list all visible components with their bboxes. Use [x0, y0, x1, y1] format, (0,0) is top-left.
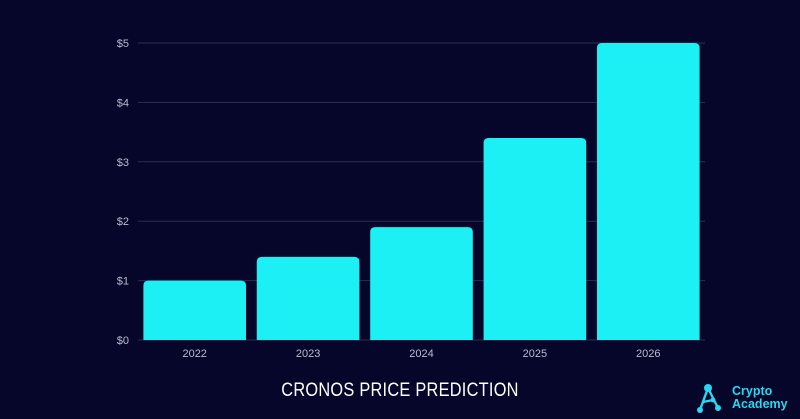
bar-2023: [256, 256, 360, 340]
network-a-icon: [697, 384, 721, 413]
y-tick-label: $2: [117, 216, 129, 228]
x-tick-label: 2022: [182, 348, 206, 360]
x-tick-label: 2025: [523, 348, 547, 360]
y-tick-label: $1: [117, 276, 129, 288]
x-tick-label: 2026: [636, 348, 660, 360]
chart-title: CRONOS PRICE PREDICTION: [281, 380, 519, 401]
bar-2022: [143, 280, 247, 340]
y-tick-label: $0: [117, 335, 129, 347]
y-tick-label: $4: [117, 97, 129, 109]
x-axis-ticks: 2022 2023 2024 2025 2026: [182, 348, 660, 360]
x-tick-label: 2024: [409, 348, 433, 360]
x-tick-label: 2023: [296, 348, 320, 360]
bar-2026: [596, 43, 700, 340]
brand-line-2: Academy: [732, 397, 788, 411]
crypto-academy-logo: Crypto Academy: [692, 382, 788, 414]
bars: [143, 43, 700, 340]
brand-line-1: Crypto: [732, 384, 773, 398]
y-tick-label: $5: [117, 38, 129, 50]
bar-2025: [483, 138, 587, 340]
y-tick-label: $3: [117, 157, 129, 169]
y-axis-ticks: $0 $1 $2 $3 $4 $5: [117, 38, 129, 347]
bar-2024: [370, 227, 473, 340]
